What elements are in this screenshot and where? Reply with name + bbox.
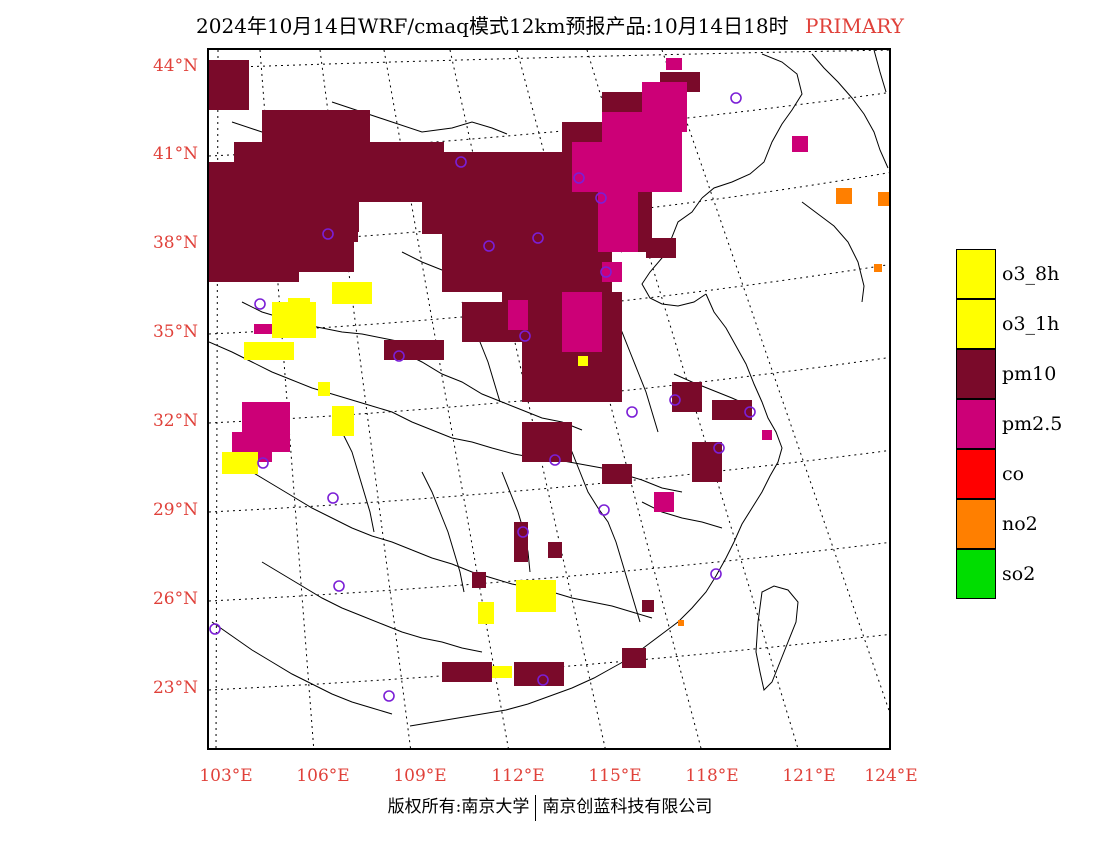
legend-label: so2 bbox=[1002, 563, 1036, 585]
no2-regions bbox=[678, 188, 889, 626]
legend-item-no2: no2 bbox=[956, 499, 1096, 549]
legend-swatch bbox=[956, 349, 996, 399]
lat-label-26: 26°N bbox=[152, 589, 198, 609]
o3-regions bbox=[222, 282, 588, 678]
legend-item-pm25: pm2.5 bbox=[956, 399, 1096, 449]
pollutant-legend: o3_8h o3_1h pm10 pm2.5 co no2 so2 bbox=[956, 249, 1096, 599]
copyright-footer: 版权所有:南京大学 南京创蓝科技有限公司 bbox=[0, 792, 1100, 821]
lat-label-38: 38°N bbox=[152, 233, 198, 253]
station-markers bbox=[209, 92, 756, 702]
lon-label-115: 115°E bbox=[588, 766, 642, 786]
lon-label-118: 118°E bbox=[685, 766, 739, 786]
lat-label-23: 23°N bbox=[152, 678, 198, 698]
legend-swatch bbox=[956, 499, 996, 549]
legend-swatch bbox=[956, 449, 996, 499]
map-title: 2024年10月14日WRF/cmaq模式12km预报产品:10月14日18时 … bbox=[0, 10, 1100, 40]
lon-label-121: 121°E bbox=[782, 766, 836, 786]
legend-label: o3_1h bbox=[1002, 313, 1060, 335]
legend-item-so2: so2 bbox=[956, 549, 1096, 599]
legend-swatch bbox=[956, 549, 996, 599]
legend-item-o3-8h: o3_8h bbox=[956, 249, 1096, 299]
legend-label: o3_8h bbox=[1002, 263, 1060, 285]
copyright-separator bbox=[535, 794, 537, 821]
copyright-owner: 版权所有:南京大学 bbox=[387, 797, 530, 817]
legend-label: pm2.5 bbox=[1002, 413, 1063, 435]
title-text: 2024年10月14日WRF/cmaq模式12km预报产品:10月14日18时 bbox=[196, 14, 789, 38]
lat-label-29: 29°N bbox=[152, 500, 198, 520]
legend-swatch bbox=[956, 299, 996, 349]
legend-label: co bbox=[1002, 463, 1025, 485]
copyright-company: 南京创蓝科技有限公司 bbox=[542, 797, 713, 817]
legend-label: pm10 bbox=[1002, 363, 1057, 385]
legend-item-pm10: pm10 bbox=[956, 349, 1096, 399]
pm25-regions bbox=[232, 58, 808, 512]
legend-label: no2 bbox=[1002, 513, 1038, 535]
title-primary-tag: PRIMARY bbox=[804, 14, 904, 38]
lon-label-103: 103°E bbox=[199, 766, 253, 786]
lon-label-109: 109°E bbox=[393, 766, 447, 786]
lat-label-32: 32°N bbox=[152, 411, 198, 431]
lon-label-112: 112°E bbox=[491, 766, 545, 786]
lon-label-124: 124°E bbox=[864, 766, 918, 786]
map-canvas bbox=[209, 50, 889, 748]
lon-label-106: 106°E bbox=[296, 766, 350, 786]
map-panel bbox=[207, 48, 891, 750]
lat-label-44: 44°N bbox=[152, 56, 198, 76]
legend-item-o3-1h: o3_1h bbox=[956, 299, 1096, 349]
lat-label-35: 35°N bbox=[152, 322, 198, 342]
legend-item-co: co bbox=[956, 449, 1096, 499]
legend-swatch bbox=[956, 249, 996, 299]
legend-swatch bbox=[956, 399, 996, 449]
lat-label-41: 41°N bbox=[152, 144, 198, 164]
